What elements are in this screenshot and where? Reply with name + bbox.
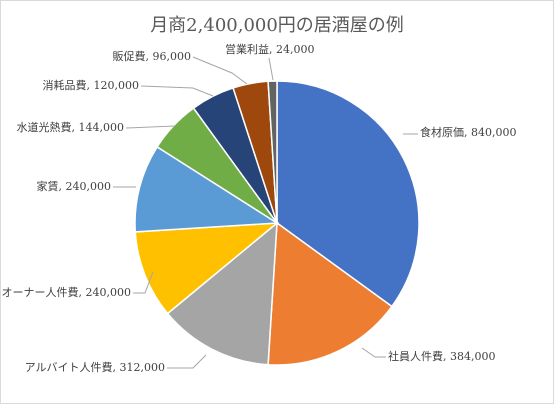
pie-slice <box>267 221 393 366</box>
chart-title: 月商2,400,000円の居酒屋の例 <box>150 15 404 36</box>
data-label: 社員人件費, 384,000 <box>388 349 495 363</box>
pie-slice <box>166 221 278 366</box>
data-label: アルバイト人件費, 312,000 <box>25 360 165 374</box>
pie-slice <box>267 80 278 224</box>
data-label: 営業利益, 24,000 <box>225 42 314 56</box>
data-label: 食材原価, 840,000 <box>420 125 516 139</box>
leader-line <box>167 354 207 369</box>
leader-line <box>268 57 274 81</box>
leader-line <box>133 271 154 294</box>
data-label: オーナー人件費, 240,000 <box>2 285 131 299</box>
leader-lines <box>113 56 418 369</box>
pie-slice <box>276 80 420 308</box>
leader-line <box>140 85 214 97</box>
data-label: 水道光熱費, 144,000 <box>17 120 124 134</box>
data-label: 消耗品費, 120,000 <box>43 78 139 92</box>
leader-line <box>192 56 248 85</box>
leader-line <box>125 125 176 129</box>
data-label: 家賃, 240,000 <box>37 179 111 193</box>
pie-slice <box>134 145 280 233</box>
leader-line <box>361 347 386 358</box>
pie-slices <box>134 80 420 366</box>
pie-slice <box>134 222 280 315</box>
data-labels: 食材原価, 840,000 社員人件費, 384,000 アルバイト人件費, 312… <box>2 42 517 374</box>
data-label: 販促費, 96,000 <box>113 49 191 63</box>
